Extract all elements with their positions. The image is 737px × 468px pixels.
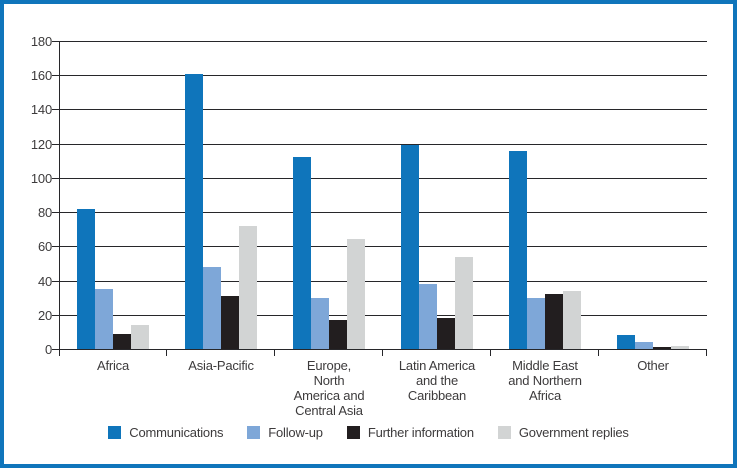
x-axis-tick [490, 349, 491, 356]
bar [509, 151, 527, 349]
legend-item: Follow-up [247, 425, 323, 440]
bar [203, 267, 221, 349]
bar [239, 226, 257, 349]
category-label: Europe, North America and Central Asia [293, 358, 365, 418]
bar [221, 296, 239, 349]
category-label: Latin America and the Caribbean [398, 358, 476, 403]
bar [653, 347, 671, 349]
legend-item: Communications [108, 425, 223, 440]
gridline [59, 177, 707, 179]
legend-swatch [346, 426, 360, 439]
y-axis-tick [52, 212, 59, 214]
y-axis-label: 60 [37, 239, 52, 255]
y-axis-label: 180 [30, 34, 52, 49]
bar [527, 298, 545, 349]
y-axis-line [59, 41, 60, 356]
y-axis-label: 20 [37, 307, 52, 323]
legend-label: Communications [129, 425, 224, 440]
x-axis-tick [274, 349, 275, 356]
gridline [59, 246, 707, 248]
y-axis-label: 40 [37, 273, 52, 289]
bar [455, 257, 473, 349]
gridline [59, 280, 707, 282]
y-axis-tick [52, 75, 59, 77]
bar [617, 335, 635, 349]
legend-label: Government replies [518, 425, 629, 440]
category-label: Africa [96, 358, 130, 373]
x-axis-tick [598, 349, 599, 356]
bar [77, 209, 95, 349]
y-axis-tick [52, 280, 59, 282]
bar [563, 291, 581, 349]
bar [671, 346, 689, 349]
y-axis-label: 80 [37, 205, 52, 221]
legend-label: Follow-up [268, 425, 323, 440]
bar [635, 342, 653, 349]
x-axis-tick [706, 349, 707, 356]
gridline [59, 212, 707, 214]
y-axis-tick [52, 109, 59, 111]
category-label: Middle East and Northern Africa [508, 358, 582, 403]
bar [347, 239, 365, 349]
category-label: Asia-Pacific [188, 358, 254, 373]
gridline [59, 349, 707, 350]
legend-swatch [247, 426, 261, 439]
y-axis-tick [52, 314, 59, 316]
gridline [59, 314, 707, 316]
category-label: Other [637, 358, 669, 373]
bar [311, 298, 329, 349]
bar [419, 284, 437, 349]
y-axis-label: 120 [30, 136, 52, 152]
bar [113, 334, 131, 349]
y-axis-tick [52, 177, 59, 179]
bar [185, 74, 203, 349]
bar [545, 294, 563, 349]
y-axis-tick [52, 349, 59, 350]
legend-label: Further information [367, 425, 474, 440]
legend-swatch [497, 426, 511, 439]
legend-item: Government replies [497, 425, 629, 440]
y-axis-label: 140 [30, 102, 52, 118]
gridline [59, 109, 707, 111]
bar [293, 157, 311, 349]
legend-item: Further information [346, 425, 474, 440]
x-axis-tick [166, 349, 167, 356]
x-axis-tick [382, 349, 383, 356]
bar [131, 325, 149, 349]
gridline [59, 75, 707, 77]
y-axis-tick [52, 246, 59, 248]
y-axis-label: 160 [30, 68, 52, 84]
legend-swatch [108, 426, 122, 439]
gridline [59, 41, 707, 42]
gridline [59, 143, 707, 145]
bar [437, 318, 455, 349]
bar [95, 289, 113, 349]
bar [401, 145, 419, 349]
y-axis-tick [52, 143, 59, 145]
y-axis-label: 100 [30, 170, 52, 186]
bar [329, 320, 347, 349]
y-axis-label: 0 [44, 342, 52, 357]
legend: Communications Follow-up Further informati… [4, 425, 733, 440]
y-axis-tick [52, 41, 59, 42]
